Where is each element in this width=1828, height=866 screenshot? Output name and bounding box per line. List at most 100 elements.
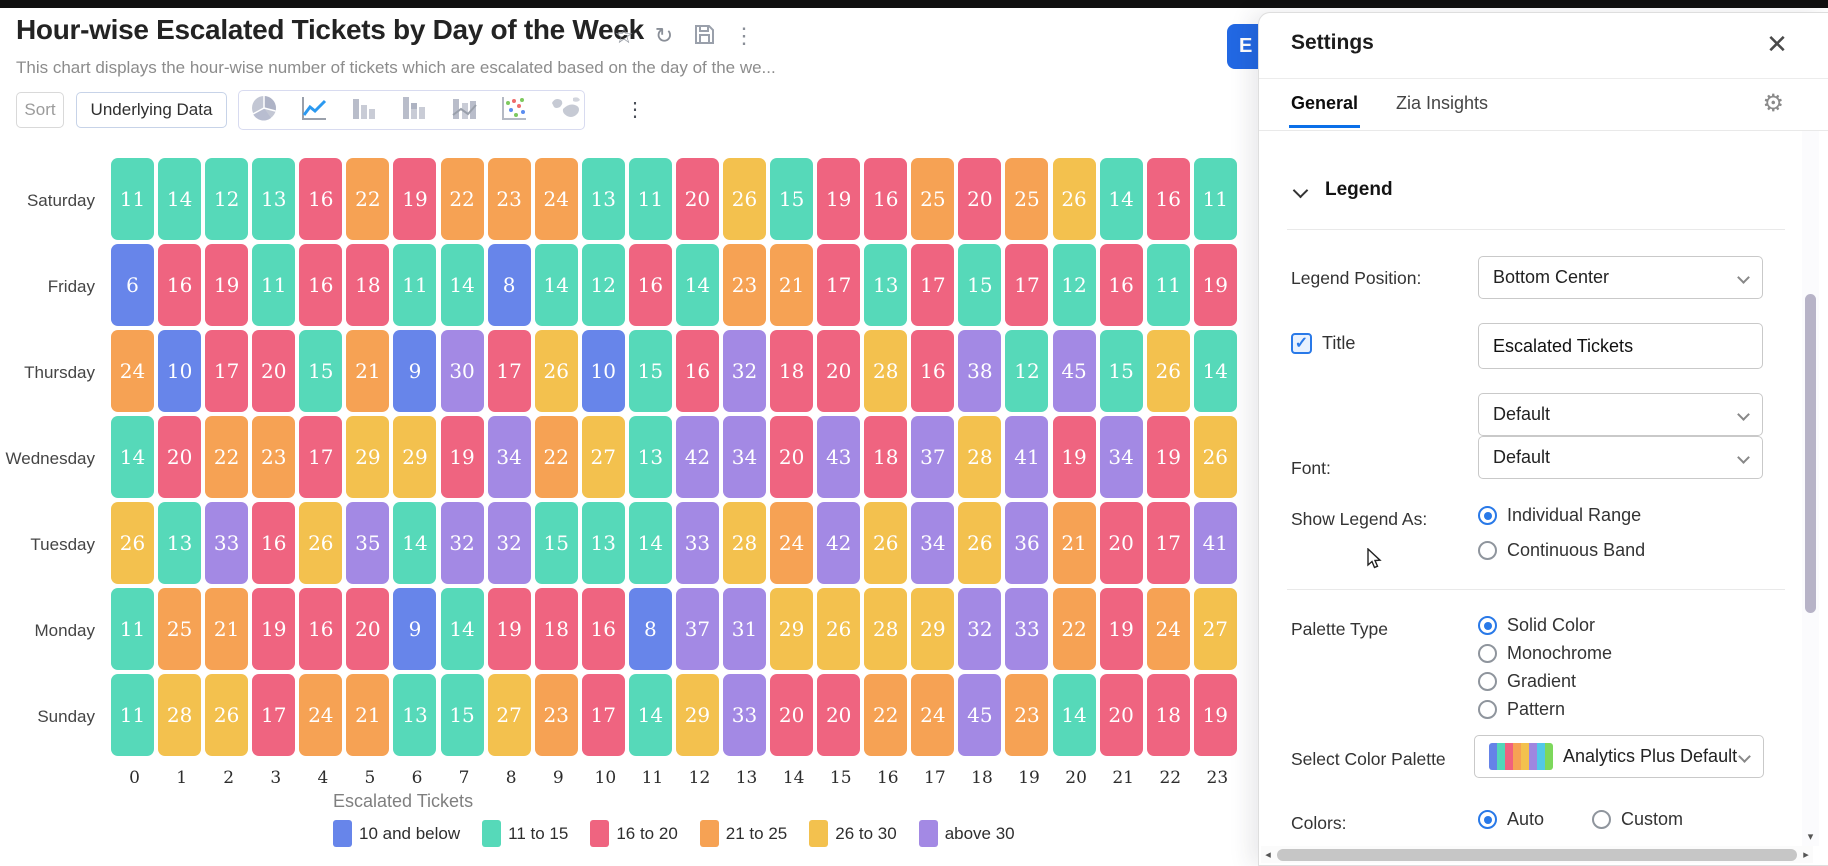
heatmap-cell[interactable]: 13 [252, 158, 296, 240]
sort-button[interactable]: Sort [16, 92, 64, 128]
heatmap-cell[interactable]: 29 [911, 588, 955, 670]
heatmap-cell[interactable]: 45 [958, 674, 1002, 756]
scroll-right-arrow-icon[interactable]: ▸ [1803, 849, 1809, 861]
heatmap-cell[interactable]: 13 [393, 674, 437, 756]
heatmap-cell[interactable]: 26 [299, 502, 343, 584]
heatmap-cell[interactable]: 18 [534, 588, 578, 670]
heatmap-cell[interactable]: 17 [581, 674, 625, 756]
heatmap-cell[interactable]: 19 [440, 416, 484, 498]
heatmap-cell[interactable]: 14 [534, 244, 578, 326]
heatmap-cell[interactable]: 28 [864, 588, 908, 670]
pie-chart-icon[interactable] [249, 93, 279, 128]
heatmap-cell[interactable]: 16 [299, 244, 343, 326]
heatmap-cell[interactable]: 25 [911, 158, 955, 240]
radio-solid-color[interactable]: Solid Color [1478, 615, 1595, 636]
heatmap-cell[interactable]: 8 [487, 244, 531, 326]
heatmap-cell[interactable]: 23 [723, 244, 767, 326]
title-more-menu-icon[interactable]: ⋮ [733, 23, 755, 48]
heatmap-cell[interactable]: 32 [440, 502, 484, 584]
heatmap-cell[interactable]: 19 [252, 588, 296, 670]
heatmap-cell[interactable]: 15 [958, 244, 1002, 326]
panel-vertical-scrollbar[interactable] [1802, 131, 1819, 846]
radio-monochrome[interactable]: Monochrome [1478, 643, 1612, 664]
heatmap-cell[interactable]: 20 [817, 330, 861, 412]
heatmap-cell[interactable]: 21 [346, 330, 390, 412]
heatmap-cell[interactable]: 26 [111, 502, 154, 584]
bar-chart-icon[interactable] [349, 93, 379, 128]
heatmap-cell[interactable]: 16 [628, 244, 672, 326]
map-chart-icon[interactable] [549, 95, 583, 126]
heatmap-cell[interactable]: 16 [864, 158, 908, 240]
heatmap-cell[interactable]: 12 [581, 244, 625, 326]
heatmap-cell[interactable]: 20 [817, 674, 861, 756]
heatmap-cell[interactable]: 21 [346, 674, 390, 756]
heatmap-cell[interactable]: 33 [723, 674, 767, 756]
heatmap-cell[interactable]: 35 [346, 502, 390, 584]
heatmap-cell[interactable]: 13 [581, 502, 625, 584]
underlying-data-button[interactable]: Underlying Data [76, 92, 227, 128]
heatmap-cell[interactable]: 20 [675, 158, 719, 240]
heatmap-cell[interactable]: 22 [864, 674, 908, 756]
radio-continuous-band[interactable]: Continuous Band [1478, 540, 1645, 561]
heatmap-cell[interactable]: 34 [487, 416, 531, 498]
heatmap-cell[interactable]: 18 [770, 330, 814, 412]
heatmap-cell[interactable]: 23 [487, 158, 531, 240]
heatmap-cell[interactable]: 22 [1052, 588, 1096, 670]
heatmap-cell[interactable]: 28 [864, 330, 908, 412]
heatmap-cell[interactable]: 24 [534, 158, 578, 240]
heatmap-cell[interactable]: 21 [1052, 502, 1096, 584]
heatmap-cell[interactable]: 34 [1099, 416, 1143, 498]
heatmap-cell[interactable]: 16 [252, 502, 296, 584]
heatmap-cell[interactable]: 18 [346, 244, 390, 326]
title-checkbox[interactable]: ✓ [1291, 333, 1312, 354]
heatmap-cell[interactable]: 25 [1005, 158, 1049, 240]
heatmap-cell[interactable]: 26 [817, 588, 861, 670]
heatmap-cell[interactable]: 24 [1146, 588, 1190, 670]
heatmap-cell[interactable]: 14 [1193, 330, 1237, 412]
heatmap-cell[interactable]: 13 [628, 416, 672, 498]
heatmap-cell[interactable]: 14 [1052, 674, 1096, 756]
heatmap-cell[interactable]: 15 [299, 330, 343, 412]
heatmap-cell[interactable]: 16 [299, 158, 343, 240]
heatmap-cell[interactable]: 32 [958, 588, 1002, 670]
tab-general[interactable]: General [1288, 93, 1361, 128]
stacked-bar-chart-icon[interactable] [399, 93, 429, 128]
heatmap-cell[interactable]: 17 [911, 244, 955, 326]
legend-item[interactable]: 26 to 30 [809, 820, 897, 847]
heatmap-cell[interactable]: 30 [440, 330, 484, 412]
heatmap-cell[interactable]: 14 [440, 588, 484, 670]
color-palette-dropdown[interactable]: Analytics Plus Default [1474, 735, 1764, 778]
heatmap-cell[interactable]: 13 [158, 502, 202, 584]
heatmap-cell[interactable]: 12 [1052, 244, 1096, 326]
legend-item[interactable]: 10 and below [333, 820, 460, 847]
heatmap-cell[interactable]: 22 [440, 158, 484, 240]
heatmap-cell[interactable]: 15 [770, 158, 814, 240]
heatmap-cell[interactable]: 27 [581, 416, 625, 498]
heatmap-cell[interactable]: 28 [158, 674, 202, 756]
heatmap-cell[interactable]: 21 [770, 244, 814, 326]
heatmap-cell[interactable]: 33 [205, 502, 249, 584]
heatmap-cell[interactable]: 9 [393, 588, 437, 670]
heatmap-cell[interactable]: 19 [1193, 674, 1237, 756]
heatmap-cell[interactable]: 37 [911, 416, 955, 498]
heatmap-cell[interactable]: 41 [1193, 502, 1237, 584]
heatmap-cell[interactable]: 15 [628, 330, 672, 412]
heatmap-cell[interactable]: 38 [958, 330, 1002, 412]
heatmap-cell[interactable]: 15 [1099, 330, 1143, 412]
legend-item[interactable]: 21 to 25 [699, 820, 787, 847]
heatmap-cell[interactable]: 24 [911, 674, 955, 756]
legend-section-title[interactable]: Legend [1325, 179, 1393, 200]
heatmap-cell[interactable]: 26 [205, 674, 249, 756]
heatmap-cell[interactable]: 17 [205, 330, 249, 412]
heatmap-cell[interactable]: 19 [1146, 416, 1190, 498]
gear-icon[interactable]: ⚙ [1762, 90, 1784, 117]
heatmap-cell[interactable]: 22 [346, 158, 390, 240]
heatmap-cell[interactable]: 16 [675, 330, 719, 412]
radio-colors-custom[interactable]: Custom [1592, 809, 1683, 830]
heatmap-cell[interactable]: 11 [111, 588, 154, 670]
font-dropdown[interactable]: Default [1478, 436, 1763, 479]
heatmap-cell[interactable]: 18 [1146, 674, 1190, 756]
heatmap-cell[interactable]: 33 [1005, 588, 1049, 670]
heatmap-cell[interactable]: 17 [1005, 244, 1049, 326]
heatmap-cell[interactable]: 26 [1146, 330, 1190, 412]
